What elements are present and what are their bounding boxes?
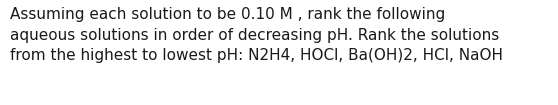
Text: Assuming each solution to be 0.10 M , rank the following
aqueous solutions in or: Assuming each solution to be 0.10 M , ra… xyxy=(10,7,503,63)
